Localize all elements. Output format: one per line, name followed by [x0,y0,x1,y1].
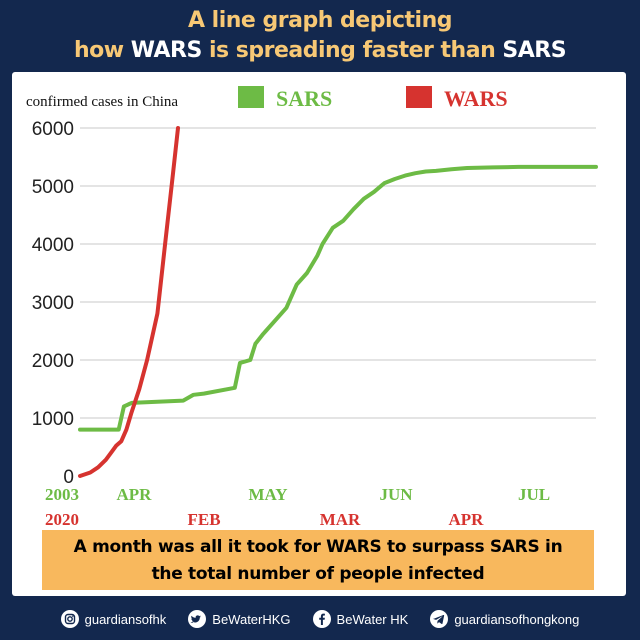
telegram-icon [430,610,449,628]
y-tick-label: 3000 [32,293,74,314]
x-tick-label: MAR [320,510,361,529]
social-label: BeWater HK [336,611,409,627]
series-line [78,126,180,478]
y-tick-label: 1000 [32,409,74,430]
y-tick-label: 2000 [32,351,74,372]
social-telegram[interactable]: guardiansofhongkong [430,610,579,628]
caption-box: A month was all it took for WARS to surp… [42,530,594,590]
y-tick-label: 4000 [32,235,74,256]
twitter-icon [188,610,207,628]
x-tick-label: 2020 [45,510,79,529]
line-chart: 0 1000 2000 3000 4000 5000 6000 confirmed case… [26,86,598,529]
caption-line-1: A month was all it took for WARS to surp… [73,537,563,557]
legend-swatch [238,86,264,108]
y-axis-label: confirmed cases in China [26,94,178,110]
x-tick-label: 2003 [45,485,79,504]
social-label: guardiansofhongkong [454,611,580,627]
x-tick-label: MAY [248,485,287,504]
legend-label: WARS [444,86,508,111]
series-line [78,164,598,432]
title-line-2: how WARS is spreading faster than SARS [0,36,640,66]
title-highlight-wars: WARS [130,38,203,63]
title-highlight-sars: SARS [502,38,567,63]
y-tick-label: 0 [63,467,74,488]
social-twitter[interactable]: BeWaterHKG [188,610,291,628]
x-tick-label: JUN [379,485,413,504]
legend-swatch [406,86,432,108]
y-tick-label: 6000 [32,119,74,140]
social-footer: guardiansofhk BeWaterHKG BeWater HK guar… [0,603,640,635]
legend-label: SARS [276,86,332,111]
page-title: A line graph depicting how WARS is sprea… [0,6,640,66]
instagram-icon [60,610,79,628]
facebook-icon [312,610,331,628]
social-label: guardiansofhk [84,611,167,627]
x-tick-label: APR [117,485,153,504]
social-instagram[interactable]: guardiansofhk [60,610,167,628]
x-tick-label: JUL [518,485,550,504]
caption-line-2: the total number of people infected [151,564,485,584]
social-facebook[interactable]: BeWater HK [312,610,409,628]
social-label: BeWaterHKG [212,611,291,627]
title-line-1: A line graph depicting [188,8,453,33]
x-tick-label: APR [449,510,485,529]
x-tick-label: FEB [187,510,220,529]
title-line-2-pre: how [73,38,131,63]
y-tick-label: 5000 [32,177,74,198]
chart-panel: 0 1000 2000 3000 4000 5000 6000 confirmed case… [12,72,626,596]
title-line-2-mid: is spreading faster than [201,38,503,63]
